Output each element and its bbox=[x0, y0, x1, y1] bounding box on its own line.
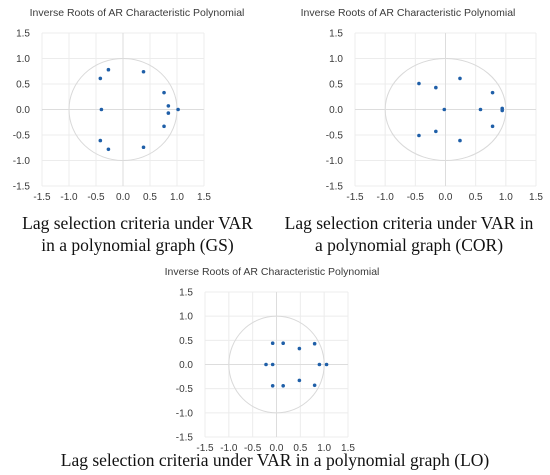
caption-gs: Lag selection criteria under VAR in a po… bbox=[0, 212, 275, 256]
lo-x-tick-0: -1.5 bbox=[196, 443, 214, 454]
cor-root-point bbox=[417, 133, 421, 138]
lo-chart-title: Inverse Roots of AR Characteristic Polyn… bbox=[165, 266, 380, 278]
cor-x-tick-3: 0.0 bbox=[439, 192, 453, 203]
lo-root-point bbox=[312, 341, 317, 346]
lo-x-tick-2: -0.5 bbox=[244, 443, 262, 454]
cor-x-tick-0: -1.5 bbox=[346, 192, 364, 203]
cor-y-tick-1: 1.0 bbox=[329, 54, 343, 65]
chart-panel-lo: Inverse Roots of AR Characteristic Polyn… bbox=[150, 262, 400, 454]
cor-root-point bbox=[478, 107, 483, 112]
gs-x-tick-3: 0.0 bbox=[116, 192, 130, 203]
caption-cor: Lag selection criteria under VAR in a po… bbox=[268, 212, 550, 256]
cor-y-tick-4: -0.5 bbox=[326, 131, 344, 142]
caption-gs-line-2: in a polynomial graph (GS) bbox=[41, 235, 234, 255]
gs-root-point bbox=[166, 104, 171, 108]
caption-gs-line-1: Lag selection criteria under VAR bbox=[22, 213, 253, 233]
gs-x-tick-0: -1.5 bbox=[33, 192, 51, 203]
chart-panel-gs: Inverse Roots of AR Characteristic Polyn… bbox=[0, 0, 275, 203]
cor-x-tick-1: -1.0 bbox=[377, 192, 395, 203]
gs-y-tick-2: 0.5 bbox=[16, 80, 30, 91]
gs-root-point bbox=[141, 69, 146, 74]
lo-root-point bbox=[281, 341, 285, 346]
chart-lo: Inverse Roots of AR Characteristic Polyn… bbox=[165, 266, 380, 454]
gs-root-point bbox=[176, 107, 180, 112]
gs-root-point bbox=[106, 147, 111, 152]
cor-x-tick-5: 1.0 bbox=[499, 192, 513, 203]
cor-chart-title: Inverse Roots of AR Characteristic Polyn… bbox=[301, 7, 516, 19]
caption-cor-line-1: Lag selection criteria under VAR in bbox=[284, 213, 534, 233]
lo-root-point bbox=[317, 362, 322, 367]
cor-y-tick-5: -1.0 bbox=[326, 156, 344, 167]
cor-root-point bbox=[417, 81, 421, 86]
gs-root-point bbox=[162, 90, 166, 95]
lo-x-tick-5: 1.0 bbox=[317, 443, 331, 454]
lo-y-tick-6: -1.5 bbox=[176, 433, 194, 444]
gs-root-point bbox=[166, 111, 171, 115]
cor-root-point bbox=[458, 138, 462, 143]
lo-root-point bbox=[281, 383, 285, 388]
gs-root-point bbox=[162, 124, 166, 129]
lo-x-tick-6: 1.5 bbox=[341, 443, 355, 454]
caption-cor-line-2: a polynomial graph (COR) bbox=[314, 235, 504, 255]
lo-root-point bbox=[270, 362, 275, 367]
cor-x-tick-6: 1.5 bbox=[529, 192, 543, 203]
cor-root-point bbox=[500, 108, 505, 113]
cor-root-point bbox=[442, 107, 447, 112]
gs-y-tick-6: -1.5 bbox=[13, 182, 31, 193]
cor-y-tick-2: 0.5 bbox=[329, 80, 343, 91]
gs-root-point bbox=[98, 138, 103, 143]
lo-x-tick-1: -1.0 bbox=[220, 443, 238, 454]
gs-x-tick-2: -0.5 bbox=[87, 192, 105, 203]
lo-y-tick-5: -1.0 bbox=[176, 408, 194, 419]
gs-root-point bbox=[98, 76, 103, 81]
gs-x-tick-4: 0.5 bbox=[143, 192, 157, 203]
caption-lo: Lag selection criteria under VAR in a po… bbox=[0, 449, 550, 471]
caption-lo-line-1: Lag selection criteria under VAR in a po… bbox=[60, 450, 490, 470]
chart-panel-cor: Inverse Roots of AR Characteristic Polyn… bbox=[275, 0, 550, 203]
cor-root-point bbox=[490, 90, 495, 95]
cor-x-tick-2: -0.5 bbox=[407, 192, 425, 203]
lo-root-point bbox=[270, 383, 275, 388]
cor-root-point bbox=[490, 124, 495, 129]
cor-root-point bbox=[458, 76, 462, 81]
gs-y-tick-1: 1.0 bbox=[16, 54, 30, 65]
gs-y-tick-4: -0.5 bbox=[13, 131, 31, 142]
cor-root-point bbox=[434, 85, 438, 90]
lo-y-tick-4: -0.5 bbox=[176, 384, 194, 395]
gs-root-point bbox=[141, 145, 146, 150]
lo-root-point bbox=[297, 378, 302, 383]
lo-y-tick-1: 1.0 bbox=[179, 312, 193, 323]
gs-y-tick-0: 1.5 bbox=[16, 29, 30, 40]
lo-root-point bbox=[312, 383, 317, 388]
chart-cor: Inverse Roots of AR Characteristic Polyn… bbox=[301, 7, 544, 203]
lo-y-tick-3: 0.0 bbox=[179, 360, 193, 371]
cor-y-tick-0: 1.5 bbox=[329, 29, 343, 40]
lo-root-point bbox=[297, 346, 302, 351]
cor-y-tick-3: 0.0 bbox=[329, 105, 343, 116]
cor-root-point bbox=[434, 129, 438, 134]
gs-x-tick-6: 1.5 bbox=[197, 192, 211, 203]
lo-y-tick-2: 0.5 bbox=[179, 336, 193, 347]
lo-x-tick-3: 0.0 bbox=[270, 443, 284, 454]
lo-y-tick-0: 1.5 bbox=[179, 288, 193, 299]
lo-root-point bbox=[324, 362, 329, 367]
cor-y-tick-6: -1.5 bbox=[326, 182, 344, 193]
gs-root-point bbox=[106, 67, 111, 72]
gs-y-tick-5: -1.0 bbox=[13, 156, 31, 167]
cor-x-tick-4: 0.5 bbox=[469, 192, 483, 203]
gs-chart-title: Inverse Roots of AR Characteristic Polyn… bbox=[30, 7, 245, 19]
gs-x-tick-1: -1.0 bbox=[60, 192, 78, 203]
gs-y-tick-3: 0.0 bbox=[16, 105, 30, 116]
gs-x-tick-5: 1.0 bbox=[170, 192, 184, 203]
lo-root-point bbox=[264, 362, 268, 367]
lo-root-point bbox=[270, 341, 275, 346]
gs-root-point bbox=[99, 107, 104, 112]
chart-gs: Inverse Roots of AR Characteristic Polyn… bbox=[13, 7, 245, 203]
lo-x-tick-4: 0.5 bbox=[293, 443, 307, 454]
